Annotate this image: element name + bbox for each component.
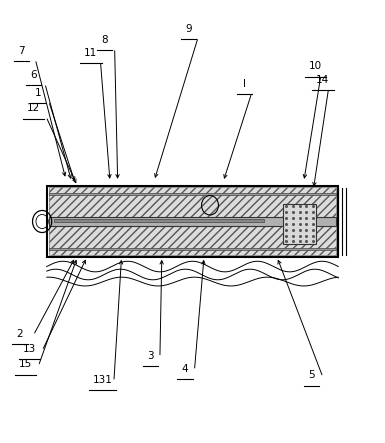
Text: 131: 131: [92, 375, 112, 385]
Text: 5: 5: [308, 370, 315, 381]
Text: 15: 15: [19, 359, 32, 369]
Bar: [49, 248, 336, 250]
Text: 8: 8: [101, 35, 107, 45]
Text: 9: 9: [185, 24, 192, 34]
Text: 14: 14: [316, 74, 330, 85]
Bar: [54, 219, 264, 222]
Text: I: I: [243, 79, 246, 89]
Text: 7: 7: [18, 46, 25, 56]
Text: 12: 12: [27, 103, 40, 113]
Bar: [49, 225, 336, 255]
Text: 11: 11: [84, 48, 97, 58]
Text: 3: 3: [147, 350, 154, 361]
Text: 13: 13: [23, 344, 36, 354]
Bar: [49, 217, 336, 226]
Text: 6: 6: [30, 70, 37, 80]
Bar: [47, 186, 338, 257]
Bar: [49, 187, 336, 220]
Text: 10: 10: [309, 61, 322, 71]
Text: 1: 1: [35, 88, 42, 98]
Bar: [283, 204, 316, 244]
Text: 2: 2: [17, 329, 23, 338]
Text: 4: 4: [181, 364, 188, 374]
Bar: [49, 193, 336, 195]
